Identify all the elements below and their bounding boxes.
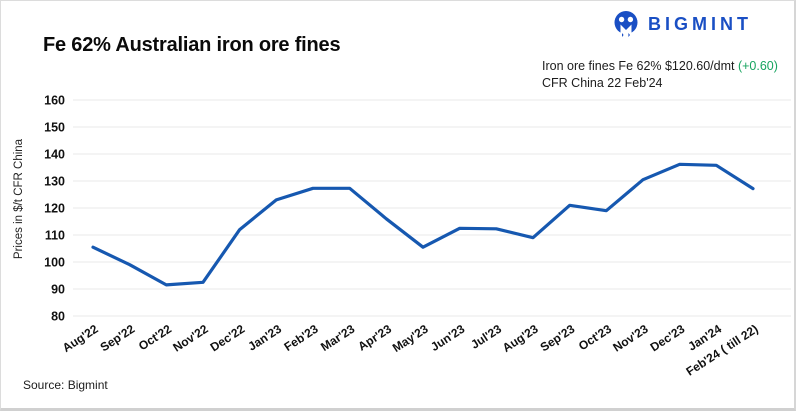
x-tick-label: Nov'22 (170, 322, 210, 355)
y-tick-label: 110 (45, 229, 65, 243)
y-tick-label: 100 (44, 256, 65, 270)
y-tick-label: 90 (51, 283, 65, 297)
x-tick-label: Jan'23 (245, 322, 284, 354)
y-tick-label: 120 (44, 202, 65, 216)
x-tick-label: Apr'23 (355, 322, 394, 354)
x-tick-label: Feb'23 (282, 322, 321, 354)
y-tick-label: 160 (44, 94, 65, 108)
x-tick-label: Nov'23 (610, 322, 650, 355)
x-tick-label: Mar'23 (318, 322, 357, 354)
y-tick-label: 140 (44, 148, 65, 162)
y-tick-label: 150 (44, 121, 65, 135)
x-tick-label: Sep'22 (98, 322, 138, 355)
y-tick-label: 130 (44, 175, 65, 189)
y-tick-label: 80 (51, 310, 65, 324)
x-tick-label: Oct'23 (576, 322, 614, 354)
x-tick-label: Dec'22 (208, 322, 248, 355)
x-tick-label: Jul'23 (468, 322, 504, 352)
source-note: Source: Bigmint (23, 378, 108, 392)
x-tick-label: Dec'23 (648, 322, 688, 355)
x-tick-label: Aug'23 (500, 322, 541, 355)
x-tick-label: May'23 (390, 322, 431, 355)
x-tick-label: Aug'22 (60, 322, 101, 355)
x-tick-label: Oct'22 (136, 322, 174, 354)
x-tick-label: Jun'23 (428, 322, 467, 354)
price-line-series (93, 164, 753, 285)
x-tick-label: Sep'23 (538, 322, 578, 355)
